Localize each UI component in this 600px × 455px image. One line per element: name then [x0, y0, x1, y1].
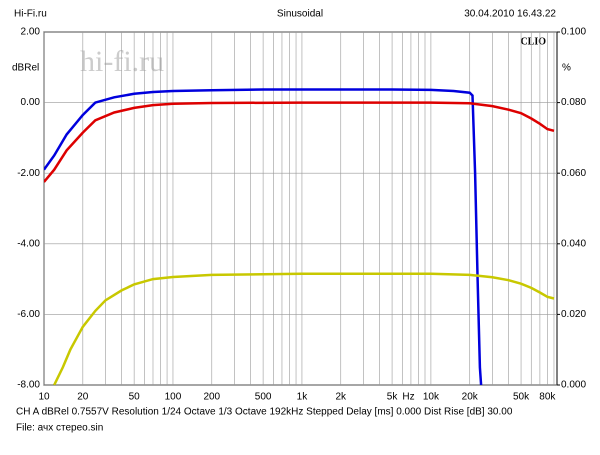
y-axis-label: dBRel — [12, 63, 39, 74]
x-tick-label: 5k — [387, 392, 399, 403]
y2-tick-label: 0.080 — [561, 97, 586, 108]
y2-tick-label: 0.060 — [561, 168, 586, 179]
x-tick-label: 200 — [203, 392, 220, 403]
series-line — [44, 101, 555, 183]
y-tick-label: 0.00 — [21, 97, 41, 108]
y-tick-label: 2.00 — [21, 27, 41, 38]
y-tick-label: -6.00 — [17, 309, 40, 320]
y2-tick-label: 0.000 — [561, 380, 586, 391]
x-tick-label: 100 — [165, 392, 182, 403]
series-line — [53, 272, 555, 385]
x-tick-label: 1k — [297, 392, 309, 403]
brand: CLIO — [520, 36, 546, 47]
y-tick-label: -2.00 — [17, 168, 40, 179]
header-left: Hi-Fi.ru — [14, 9, 47, 20]
chart-title: Sinusoidal — [277, 9, 323, 20]
x-tick-label: 20 — [77, 392, 89, 403]
x-tick-label: 500 — [255, 392, 272, 403]
y2-tick-label: 0.040 — [561, 238, 586, 249]
y-tick-label: -4.00 — [17, 238, 40, 249]
footer-settings: CH A dBRel 0.7557V Resolution 1/24 Octav… — [16, 407, 513, 418]
x-tick-label: 80k — [539, 392, 556, 403]
y-tick-label: -8.00 — [17, 380, 40, 391]
x-tick-label: 20k — [462, 392, 479, 403]
y2-tick-label: 0.020 — [561, 309, 586, 320]
header-right: 30.04.2010 16.43.22 — [464, 9, 556, 20]
x-tick-label: 50k — [513, 392, 530, 403]
x-unit: Hz — [402, 392, 414, 403]
x-tick-label: 10 — [38, 392, 50, 403]
x-tick-label: 10k — [423, 392, 440, 403]
series-line — [44, 88, 483, 385]
y2-axis-label: % — [562, 63, 571, 74]
x-tick-label: 50 — [129, 392, 141, 403]
x-tick-label: 2k — [335, 392, 347, 403]
y2-tick-label: 0.100 — [561, 27, 586, 38]
watermark: hi-fi.ru — [80, 45, 164, 78]
footer-file: File: ачх стерео.sin — [16, 423, 103, 434]
